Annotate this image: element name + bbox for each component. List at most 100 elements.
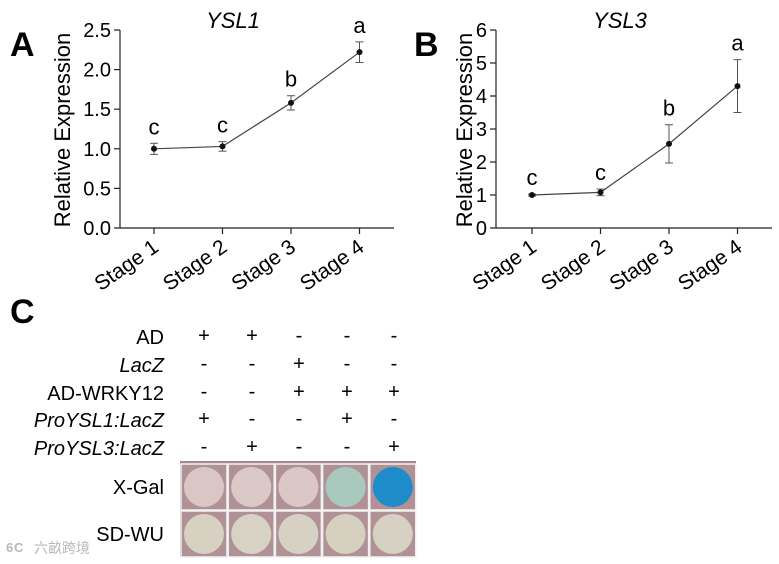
- panel-b-x-tick-label: Stage 4: [674, 235, 747, 296]
- yeast-colony: [184, 467, 224, 507]
- panel-a-data-point: [151, 145, 157, 152]
- minus-sign: -: [249, 408, 256, 430]
- minus-sign: -: [201, 436, 208, 458]
- panel-a-y-tick-label: 0.5: [83, 178, 111, 200]
- panel-b-series-line: [531, 85, 738, 196]
- yeast-colony: [372, 467, 413, 507]
- panel-a-title: YSL1: [206, 8, 260, 33]
- panel-a-y-ticks: 0.0 0.5 1.0 1.5 2.0 2.5: [83, 20, 120, 240]
- condition-label: AD-WRKY12: [47, 383, 164, 405]
- yeast-colony: [231, 514, 272, 554]
- condition-label: AD: [136, 327, 164, 349]
- minus-sign: -: [249, 381, 256, 403]
- panel-b-title: YSL3: [593, 8, 648, 33]
- panel-a-series-line: [153, 51, 360, 150]
- panel-a-x-tick-label: Stage 1: [90, 235, 163, 295]
- panel-b-data-point: [734, 83, 741, 90]
- minus-sign: -: [344, 353, 351, 375]
- panel-a-x-tick-label: Stage 2: [159, 235, 232, 295]
- minus-sign: -: [249, 353, 256, 375]
- panel-c: C AD LacZ AD-WRKY12 ProYSL1:LacZ ProYSL3:Lac…: [10, 293, 417, 558]
- panel-b-series: c c b a: [527, 31, 744, 198]
- panel-a-y-tick-label: 1.0: [83, 139, 111, 161]
- panel-b-y-ticks: 0 1 2 3 4 5 6: [476, 20, 496, 240]
- panel-b-significance-letter: a: [731, 31, 744, 56]
- plus-sign: +: [341, 408, 353, 430]
- plate-row-label: SD-WU: [96, 524, 164, 546]
- watermark: 6 C 六畝跨境: [6, 540, 90, 556]
- panel-b-significance-letter: c: [595, 160, 606, 185]
- yeast-colony: [372, 514, 413, 554]
- panel-c-plates: X-Gal SD-WU: [96, 463, 417, 558]
- minus-sign: -: [201, 381, 208, 403]
- panel-b-significance-letter: b: [663, 96, 675, 121]
- panel-a-ylabel: Relative Expression: [50, 33, 75, 227]
- panel-a-significance-letter: c: [149, 114, 160, 139]
- panel-a-data-point: [356, 49, 363, 56]
- minus-sign: -: [391, 325, 398, 347]
- panel-b-y-tick-label: 1: [476, 185, 487, 207]
- panel-c-signs: + + - - - - - + - - - - + + + + - - + - - + - - +: [198, 325, 400, 458]
- panel-b-y-tick-label: 3: [476, 119, 487, 141]
- watermark-logo-2: C: [14, 540, 24, 555]
- panel-b-data-point: [666, 140, 672, 147]
- panel-a-label: A: [10, 26, 35, 64]
- panel-a-series: c c b a: [149, 13, 366, 155]
- condition-label: ProYSL1:LacZ: [34, 410, 165, 432]
- panel-b-data-point: [529, 192, 535, 198]
- panel-a-significance-letter: c: [217, 113, 228, 138]
- condition-label: ProYSL3:LacZ: [34, 438, 165, 460]
- plus-sign: +: [198, 408, 210, 430]
- panel-a-significance-letter: b: [285, 67, 297, 92]
- panel-b-data-point: [597, 189, 604, 196]
- panel-b-y-tick-label: 0: [476, 218, 487, 240]
- plus-sign: +: [341, 381, 353, 403]
- yeast-colony: [325, 514, 366, 554]
- minus-sign: -: [344, 436, 351, 458]
- minus-sign: -: [391, 408, 398, 430]
- plus-sign: +: [198, 325, 210, 347]
- minus-sign: -: [201, 353, 208, 375]
- watermark-text: 六畝跨境: [34, 540, 90, 556]
- yeast-colony: [231, 467, 272, 507]
- plate-row-label: X-Gal: [113, 477, 164, 499]
- minus-sign: -: [391, 353, 398, 375]
- panel-b-y-tick-label: 6: [476, 20, 487, 42]
- panel-c-label: C: [10, 293, 35, 331]
- minus-sign: -: [296, 436, 303, 458]
- panel-c-row-labels: AD LacZ AD-WRKY12 ProYSL1:LacZ ProYSL3:LacZ: [34, 327, 165, 460]
- panel-a-x-tick-label: Stage 3: [227, 235, 300, 295]
- yeast-colony: [278, 467, 319, 507]
- plus-sign: +: [388, 436, 400, 458]
- plus-sign: +: [293, 381, 305, 403]
- minus-sign: -: [344, 325, 351, 347]
- watermark-logo: 6: [6, 540, 13, 555]
- panel-b: B YSL3 Relative Expression 0 1 2 3 4 5 6 Stage…: [414, 8, 772, 296]
- panel-a-data-point: [219, 143, 226, 150]
- plus-sign: +: [293, 353, 305, 375]
- panel-a-significance-letter: a: [353, 13, 366, 38]
- panel-b-y-tick-label: 4: [476, 86, 487, 108]
- panel-b-x-tick-label: Stage 1: [468, 235, 541, 295]
- panel-b-y-tick-label: 2: [476, 152, 487, 174]
- panel-b-ylabel: Relative Expression: [452, 33, 477, 227]
- panel-a-data-point: [288, 99, 294, 106]
- yeast-colony: [184, 514, 224, 554]
- panel-a-y-tick-label: 1.5: [83, 99, 111, 121]
- plus-sign: +: [246, 436, 258, 458]
- panel-b-x-tick-label: Stage 3: [605, 235, 678, 295]
- panel-a: A YSL1 Relative Expression 0.0 0.5 1.0 1.5 2…: [10, 8, 394, 296]
- minus-sign: -: [296, 408, 303, 430]
- plus-sign: +: [246, 325, 258, 347]
- panel-b-significance-letter: c: [527, 165, 538, 190]
- panel-b-y-tick-label: 5: [476, 53, 487, 75]
- panel-a-x-tick-label: Stage 4: [296, 235, 369, 296]
- yeast-colony: [278, 514, 319, 554]
- yeast-colony: [325, 467, 366, 507]
- plus-sign: +: [388, 381, 400, 403]
- panel-a-y-tick-label: 2.5: [83, 20, 111, 42]
- panel-b-x-tick-label: Stage 2: [537, 235, 610, 295]
